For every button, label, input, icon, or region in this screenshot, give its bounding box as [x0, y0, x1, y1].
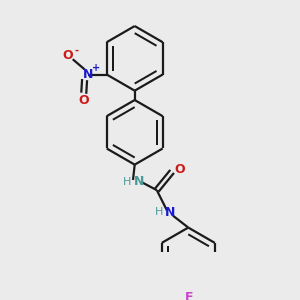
Text: H: H: [123, 177, 131, 187]
Text: +: +: [92, 63, 101, 73]
Text: O: O: [78, 94, 89, 106]
Text: F: F: [185, 291, 194, 300]
Text: N: N: [134, 175, 144, 188]
Text: N: N: [165, 206, 176, 219]
Text: N: N: [83, 68, 93, 81]
Text: O: O: [174, 163, 185, 176]
Text: H: H: [155, 207, 164, 217]
Text: -: -: [75, 46, 79, 56]
Text: O: O: [62, 49, 73, 62]
